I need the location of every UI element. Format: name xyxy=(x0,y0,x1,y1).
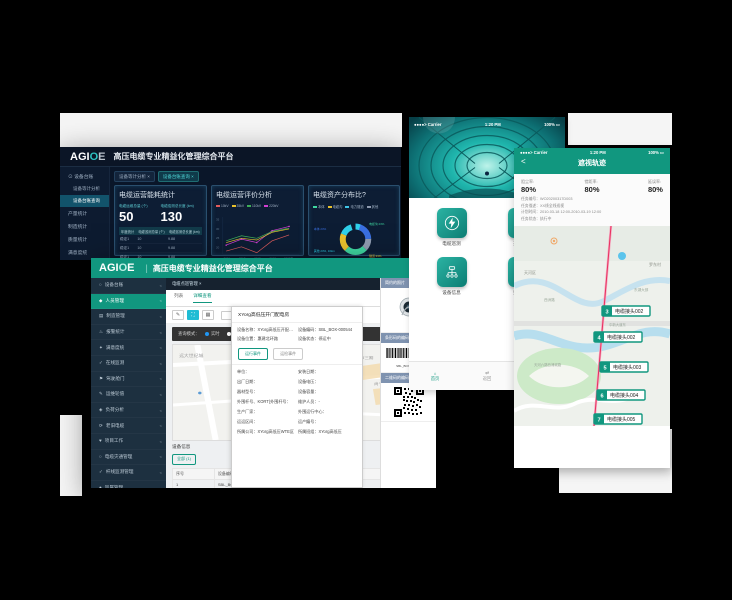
svg-text:5: 5 xyxy=(603,365,606,371)
svg-text:东湖大邸: 东湖大邸 xyxy=(634,287,649,292)
svg-text:电缆接头003: 电缆接头003 xyxy=(613,364,642,371)
svg-text:电缆接头005: 电缆接头005 xyxy=(607,416,636,423)
svg-text:25: 25 xyxy=(216,236,220,240)
svg-text:本体 23%: 本体 23% xyxy=(314,226,327,231)
svg-text:电缆接头004: 电缆接头004 xyxy=(610,392,639,399)
svg-text:其他 23%, 10km: 其他 23%, 10km xyxy=(314,248,336,253)
svg-text:3: 3 xyxy=(605,309,608,315)
svg-text:电缆沟 23%: 电缆沟 23% xyxy=(369,221,385,226)
svg-text:西洲路: 西洲路 xyxy=(544,297,555,302)
svg-text:远大世纪城: 远大世纪城 xyxy=(179,353,204,359)
svg-text:30: 30 xyxy=(216,227,220,231)
svg-text:20: 20 xyxy=(216,246,220,250)
svg-text:天河区: 天河区 xyxy=(524,269,536,275)
svg-text:电缆接头002: 电缆接头002 xyxy=(615,308,644,315)
svg-text:中新大道东: 中新大道东 xyxy=(609,322,627,327)
svg-text:6: 6 xyxy=(600,393,603,399)
svg-text:35: 35 xyxy=(216,217,220,221)
svg-text:7: 7 xyxy=(597,417,600,423)
svg-text:电缆接头002: 电缆接头002 xyxy=(607,334,636,341)
svg-text:罗东村: 罗东村 xyxy=(649,261,661,267)
svg-text:天河六路西涌城路: 天河六路西涌城路 xyxy=(534,362,562,367)
